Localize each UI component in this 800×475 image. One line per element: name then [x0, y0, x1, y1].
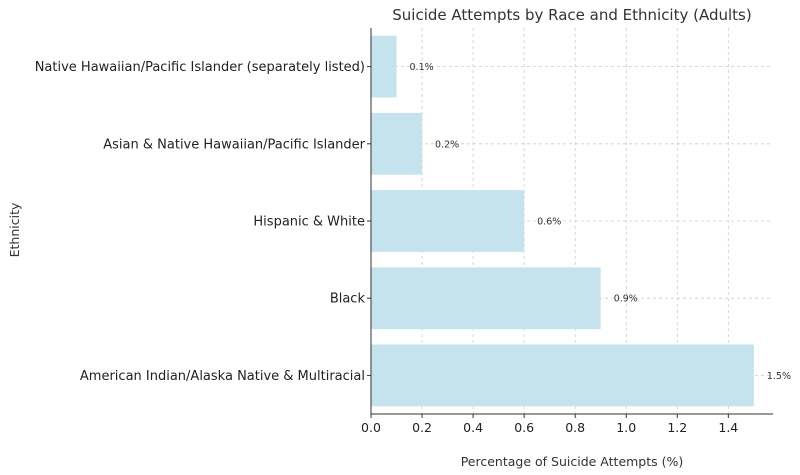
bar-value-label: 0.2% [435, 139, 459, 150]
axis-layer [367, 28, 773, 418]
bar [371, 344, 754, 407]
bar-value-label: 0.9% [614, 294, 638, 305]
x-tick-label: 0.6 [514, 420, 534, 435]
bar-value-label: 0.1% [410, 62, 434, 73]
label-layer: 0.1% Native Hawaiian/Pacific Islander (se… [35, 60, 791, 435]
bar [371, 190, 525, 252]
x-tick-label: 0.4 [463, 420, 483, 435]
bar [371, 112, 423, 175]
bar-layer [371, 35, 754, 407]
x-tick-label: 1.2 [667, 420, 687, 435]
chart-title: Suicide Attempts by Race and Ethnicity (… [392, 6, 751, 24]
y-axis-label: Ethnicity [7, 202, 22, 257]
y-tick-label: Black [330, 292, 366, 307]
y-tick-label: American Indian/Alaska Native & Multirac… [80, 369, 365, 384]
x-tick-label: 0.8 [565, 420, 585, 435]
x-axis-label: Percentage of Suicide Attempts (%) [461, 454, 684, 469]
x-tick-label: 1.0 [616, 420, 636, 435]
bar-value-label: 0.6% [537, 217, 561, 228]
x-tick-label: 0.2 [412, 420, 432, 435]
bar-value-label: 1.5% [767, 371, 791, 382]
x-tick-label: 1.4 [718, 420, 738, 435]
bar [371, 267, 601, 330]
x-tick-label: 0.0 [361, 420, 381, 435]
y-tick-label: Hispanic & White [253, 215, 365, 230]
y-tick-label: Native Hawaiian/Pacific Islander (separa… [35, 60, 365, 75]
y-tick-label: Asian & Native Hawaiian/Pacific Islander [103, 137, 365, 152]
bar [371, 35, 397, 98]
